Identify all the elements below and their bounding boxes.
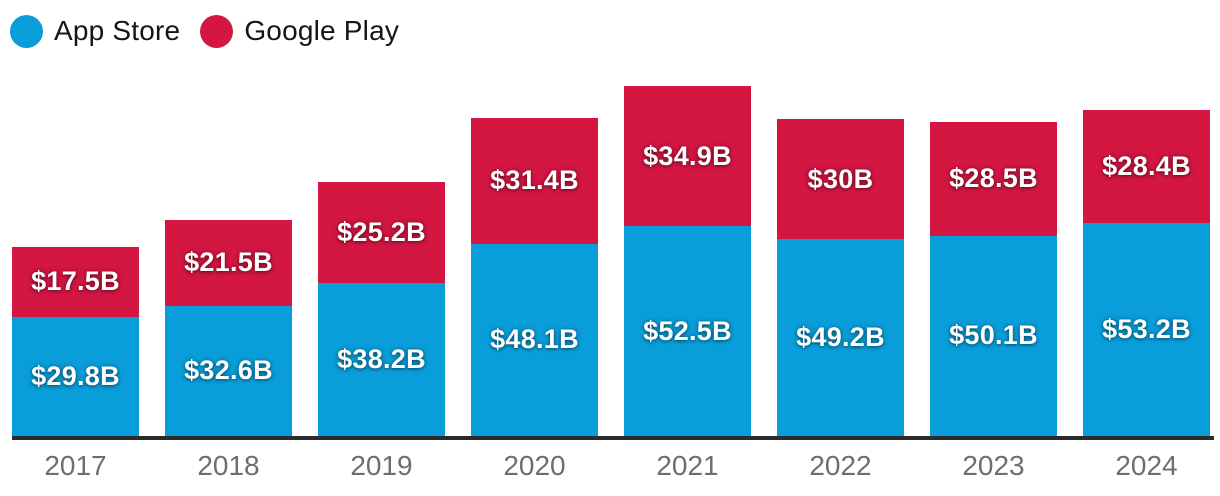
- segment-app-store-2018: $32.6B: [165, 305, 292, 436]
- x-tick-label-2020: 2020: [503, 450, 566, 481]
- bar-2023: $28.5B $50.1B: [930, 121, 1057, 436]
- bar-2021: $34.9B $52.5B: [624, 86, 751, 436]
- segment-google-play-2018: $21.5B: [165, 219, 292, 306]
- value-label-google-play-2017: $17.5B: [31, 266, 120, 297]
- value-label-google-play-2018: $21.5B: [184, 247, 273, 278]
- value-label-google-play-2023: $28.5B: [949, 163, 1038, 194]
- bar-2017: $17.5B $29.8B: [12, 246, 139, 436]
- x-tick-label-2023: 2023: [962, 450, 1025, 481]
- x-axis-line: [12, 436, 1214, 440]
- bar-2022: $30B $49.2B: [777, 119, 904, 436]
- x-tick-label-2017: 2017: [44, 450, 107, 481]
- segment-google-play-2020: $31.4B: [471, 118, 598, 244]
- plot-area: $17.5B $29.8B $21.5B $32.6B $25.2B $38.2B $31.…: [12, 0, 1210, 436]
- segment-app-store-2020: $48.1B: [471, 243, 598, 436]
- value-label-app-store-2021: $52.5B: [643, 315, 732, 346]
- segment-google-play-2024: $28.4B: [1083, 109, 1210, 224]
- bar-2018: $21.5B $32.6B: [165, 219, 292, 436]
- legend-item-google-play: Google Play: [200, 14, 399, 48]
- value-label-app-store-2024: $53.2B: [1102, 314, 1191, 345]
- legend-label-google-play: Google Play: [244, 15, 400, 46]
- legend-label-app-store: App Store: [54, 15, 181, 46]
- segment-google-play-2017: $17.5B: [12, 246, 139, 317]
- segment-app-store-2023: $50.1B: [930, 235, 1057, 436]
- value-label-app-store-2018: $32.6B: [184, 355, 273, 386]
- app-store-circle-swatch-icon: [10, 14, 43, 48]
- value-label-google-play-2024: $28.4B: [1102, 150, 1191, 181]
- value-label-google-play-2022: $30B: [807, 163, 874, 194]
- value-label-app-store-2020: $48.1B: [490, 324, 579, 355]
- x-tick-label-2019: 2019: [350, 450, 413, 481]
- x-axis-tick-labels: 2017 2018 2019 2020 2021 2022 2023 2024: [12, 449, 1210, 482]
- segment-google-play-2019: $25.2B: [318, 182, 445, 284]
- segment-google-play-2022: $30B: [777, 119, 904, 240]
- value-label-google-play-2021: $34.9B: [643, 140, 732, 171]
- segment-app-store-2022: $49.2B: [777, 239, 904, 436]
- value-label-app-store-2017: $29.8B: [31, 360, 120, 391]
- bar-2024: $28.4B $53.2B: [1083, 109, 1210, 436]
- segment-app-store-2024: $53.2B: [1083, 223, 1210, 436]
- segment-google-play-2023: $28.5B: [930, 121, 1057, 236]
- value-label-google-play-2020: $31.4B: [490, 165, 579, 196]
- chart-legend: App Store Google Play: [10, 14, 399, 48]
- google-play-circle-swatch-icon: [200, 14, 234, 48]
- segment-google-play-2021: $34.9B: [624, 86, 751, 226]
- segment-app-store-2017: $29.8B: [12, 316, 139, 436]
- value-label-app-store-2019: $38.2B: [337, 344, 426, 375]
- x-tick-label-2018: 2018: [197, 450, 260, 481]
- segment-app-store-2019: $38.2B: [318, 283, 445, 436]
- value-label-google-play-2019: $25.2B: [337, 217, 426, 248]
- x-tick-label-2021: 2021: [656, 450, 719, 481]
- x-tick-label-2024: 2024: [1115, 450, 1178, 481]
- bar-2019: $25.2B $38.2B: [318, 182, 445, 436]
- bar-2020: $31.4B $48.1B: [471, 118, 598, 436]
- value-label-app-store-2022: $49.2B: [796, 322, 885, 353]
- x-tick-label-2022: 2022: [809, 450, 872, 481]
- value-label-app-store-2023: $50.1B: [949, 320, 1038, 351]
- segment-app-store-2021: $52.5B: [624, 226, 751, 436]
- legend-item-app-store: App Store: [10, 14, 180, 48]
